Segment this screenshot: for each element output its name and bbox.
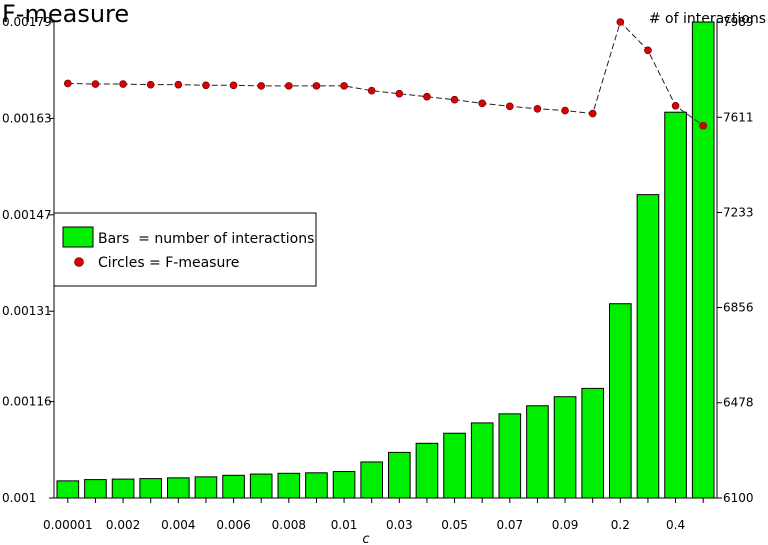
- f-measure-point: [533, 104, 542, 113]
- x-axis-tick-label: 0.2: [611, 518, 630, 532]
- interaction-bar: [305, 472, 328, 499]
- f-measure-point: [119, 80, 127, 88]
- interaction-bar: [222, 474, 245, 499]
- legend-circles-label: Circles = F-measure: [98, 255, 239, 271]
- x-axis-tick-label: 0.008: [272, 518, 306, 532]
- interaction-bar: [332, 471, 356, 499]
- interaction-bar: [84, 479, 107, 499]
- interaction-bar: [249, 473, 273, 499]
- f-measure-point: [395, 89, 404, 98]
- right-axis-tick-label: 6100: [723, 491, 754, 505]
- f-measure-point: [699, 121, 707, 130]
- left-axis-tick-label: 0.00147: [2, 208, 52, 222]
- interaction-bar: [415, 442, 439, 499]
- interaction-bar: [56, 480, 80, 499]
- right-axis-tick-label: 6478: [723, 396, 754, 410]
- left-axis-tick-label: 0.00131: [2, 304, 52, 318]
- interaction-bar: [664, 111, 687, 499]
- f-measure-point: [644, 46, 652, 55]
- left-axis-tick-label: 0.001: [2, 491, 36, 505]
- x-axis-tick-label: 0.03: [386, 518, 413, 532]
- f-measure-point: [257, 82, 265, 90]
- interaction-bar: [581, 387, 604, 499]
- x-axis-tick-label: 0.00001: [43, 518, 93, 532]
- right-axis-tick-label: 6856: [723, 300, 754, 314]
- interaction-bar: [636, 194, 660, 499]
- f-measure-point: [312, 82, 321, 90]
- x-axis-tick-label: 0.4: [666, 518, 685, 532]
- f-measure-point: [174, 80, 183, 89]
- x-axis-tick-label: 0.09: [552, 518, 579, 532]
- interaction-bar: [443, 432, 466, 499]
- right-axis-tick-label: 7611: [723, 110, 754, 124]
- interaction-bar: [609, 303, 632, 499]
- interaction-bar: [139, 478, 162, 499]
- x-axis-tick-label: 0.05: [441, 518, 468, 532]
- legend-box: [53, 212, 317, 287]
- right-axis-tick-label: 7989: [723, 15, 754, 29]
- x-axis-tick-label: 0.07: [496, 518, 523, 532]
- left-axis-tick-label: 0.00163: [2, 111, 52, 125]
- interaction-bar: [470, 422, 494, 499]
- f-measure-point: [450, 95, 459, 104]
- interaction-bar: [360, 461, 383, 499]
- right-axis-title: # of interactions: [649, 11, 766, 27]
- f-measure-point: [146, 80, 155, 89]
- f-measure-point: [340, 82, 348, 90]
- legend: Bars = number of interactions Circles = …: [53, 212, 317, 287]
- plot-area: 0.001 0.00116 0.00131 0.00147 0.00163 0.00179…: [2, 15, 754, 532]
- left-axis-tick-label: 0.00116: [2, 395, 52, 409]
- f-measure-point: [506, 102, 514, 111]
- legend-bars-label: Bars = number of interactions: [98, 231, 314, 247]
- f-measure-point: [64, 79, 72, 88]
- f-measure-point: [202, 81, 210, 90]
- f-measure-point: [588, 109, 597, 118]
- f-measure-point: [285, 82, 293, 90]
- interaction-bar: [111, 478, 135, 499]
- f-measure-line: [67, 21, 704, 127]
- x-axis-tick-label: 0.01: [331, 518, 358, 532]
- x-axis-label: c: [362, 532, 369, 545]
- f-measure-point: [478, 99, 486, 108]
- interaction-bar: [498, 413, 522, 499]
- x-axis-tick-label: 0.006: [216, 518, 250, 532]
- interaction-bar: [194, 476, 218, 499]
- legend-bar-swatch: [62, 226, 94, 248]
- right-axis-tick-label: 7233: [723, 206, 754, 220]
- f-measure-point: [229, 81, 238, 90]
- interaction-bar: [388, 451, 411, 499]
- f-measure-point: [671, 101, 680, 110]
- chart-title: F-measure: [2, 0, 129, 28]
- left-axis-tick-label: 0.00179: [2, 15, 52, 29]
- interaction-bar: [167, 477, 190, 499]
- interaction-bar: [553, 396, 577, 499]
- x-axis-tick-label: 0.002: [106, 518, 140, 532]
- interaction-bar: [526, 405, 549, 499]
- f-measure-point: [423, 92, 431, 101]
- f-measure-point: [367, 86, 376, 95]
- interaction-bar: [691, 21, 715, 499]
- f-measure-point: [616, 18, 625, 26]
- legend-circle-marker: [74, 257, 84, 267]
- x-axis-tick-label: 0.004: [161, 518, 195, 532]
- f-measure-point: [91, 80, 100, 88]
- f-measure-point: [561, 106, 569, 115]
- interaction-bar: [277, 472, 301, 499]
